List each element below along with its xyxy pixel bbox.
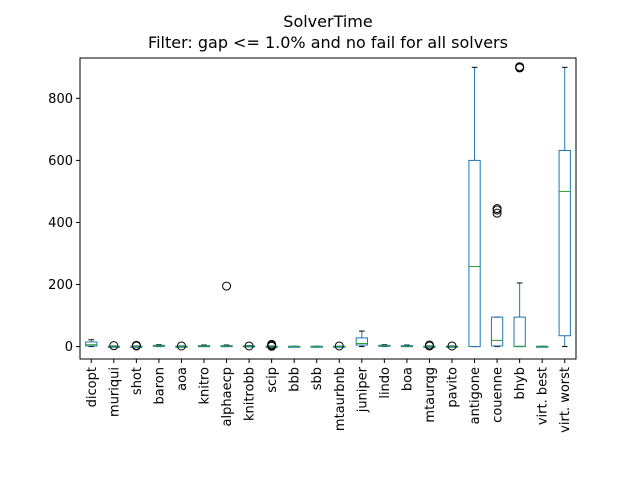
x-tick-label: scip: [265, 367, 280, 393]
x-tick-label: juniper: [355, 366, 370, 413]
box-baron: [152, 344, 166, 348]
x-tick-label: bbb: [288, 367, 303, 392]
chart-title: SolverTime: [283, 12, 372, 31]
box-couenne: [490, 204, 504, 348]
box-rect: [85, 341, 98, 347]
box-bbb: [288, 345, 301, 348]
box-scip: [265, 339, 278, 351]
box-sbb: [310, 345, 323, 348]
x-tick-label: virt. best: [536, 367, 551, 425]
x-tick-label: lindo: [378, 367, 393, 399]
y-tick-label: 0: [65, 340, 73, 355]
y-tick-label: 400: [48, 216, 73, 231]
box-knitrobb: [242, 341, 256, 351]
outlier-point: [492, 204, 502, 213]
chart-subtitle: Filter: gap <= 1.0% and no fail for all …: [148, 33, 508, 52]
x-tick-label: virt. worst: [558, 367, 573, 433]
x-tick-label: aoa: [175, 367, 190, 391]
y-tick-label: 600: [48, 154, 73, 169]
box-mtaurbnb: [333, 341, 346, 351]
box-alphaecp: [220, 281, 233, 348]
x-tick-label: knitrobb: [243, 367, 258, 421]
box-aoa: [175, 341, 188, 351]
box-shot: [130, 340, 143, 351]
outlier-point: [222, 281, 232, 291]
box-rect: [513, 316, 526, 348]
box-rect: [355, 337, 368, 346]
outlier-point: [424, 340, 434, 350]
axes-frame: [79, 57, 577, 360]
outlier-point: [267, 339, 277, 349]
x-tick-label: antigone: [468, 367, 483, 424]
x-tick-label: mtaurbnb: [333, 367, 348, 431]
x-tick-label: dicopt: [85, 367, 100, 407]
box-lindo: [378, 344, 391, 348]
outlier-point: [515, 62, 525, 72]
box-rect: [490, 316, 504, 347]
box-virt-worst: [558, 66, 571, 348]
box-bhyb: [513, 62, 526, 348]
x-tick-label: alphaecp: [220, 367, 235, 426]
box-antigone: [468, 66, 481, 348]
y-tick-label: 200: [48, 278, 73, 293]
box-juniper: [355, 330, 368, 348]
x-tick-label: muriqui: [107, 367, 122, 417]
box-muriqui: [107, 341, 120, 351]
x-tick-label: mtaurqg: [423, 367, 438, 423]
outlier-point: [334, 341, 344, 351]
box-boa: [400, 344, 414, 348]
outlier-point: [109, 341, 119, 351]
box-mtaurqg: [423, 340, 436, 351]
box-knitro: [197, 344, 211, 348]
box-rect: [558, 149, 571, 337]
y-tick-label: 800: [48, 92, 73, 107]
outlier-point: [447, 341, 457, 351]
x-tick-label: sbb: [310, 367, 325, 390]
box-pavito: [445, 341, 459, 351]
box-rect: [468, 159, 481, 348]
x-tick-label: couenne: [491, 367, 506, 423]
x-tick-label: knitro: [198, 367, 213, 405]
outlier-point: [131, 340, 141, 350]
x-tick-label: boa: [400, 367, 415, 391]
box-dicopt: [85, 339, 98, 348]
x-tick-label: shot: [130, 367, 145, 395]
outlier-point: [244, 341, 254, 351]
x-tick-label: pavito: [446, 367, 461, 408]
box-virt-best: [536, 345, 549, 348]
x-tick-label: baron: [152, 367, 167, 404]
outlier-point: [176, 341, 186, 351]
outlier-point: [492, 208, 502, 218]
x-tick-label: bhyb: [513, 367, 528, 399]
